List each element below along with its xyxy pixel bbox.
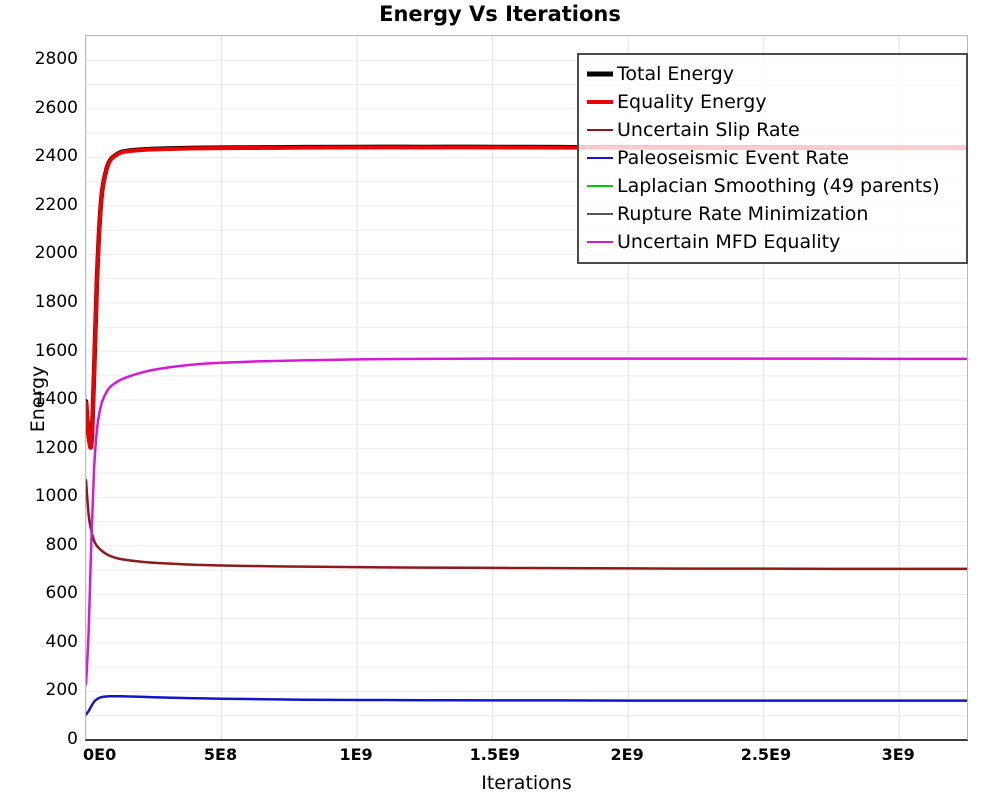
legend-entry-label: Paleoseismic Event Rate xyxy=(617,146,849,169)
legend-color-swatch xyxy=(587,179,613,193)
y-tick-label: 2600 xyxy=(34,97,78,118)
y-tick-label: 2800 xyxy=(34,49,78,70)
y-tick-label: 400 xyxy=(45,631,78,652)
x-tick-label: 5E8 xyxy=(203,745,238,764)
x-tick-label: 0E0 xyxy=(83,745,117,764)
legend-entry-label: Rupture Rate Minimization xyxy=(617,202,869,225)
legend-color-swatch xyxy=(587,95,613,109)
y-tick-label: 2400 xyxy=(34,146,78,167)
y-tick-label: 1000 xyxy=(34,486,78,507)
legend-color-swatch xyxy=(587,235,613,249)
legend-entry[interactable]: Equality Energy xyxy=(587,88,958,116)
x-tick-label: 1.5E9 xyxy=(469,745,521,764)
legend-entry-label: Equality Energy xyxy=(617,90,767,113)
legend-entry[interactable]: Uncertain MFD Equality xyxy=(587,228,958,256)
legend-color-swatch xyxy=(587,207,613,221)
legend-entry[interactable]: Total Energy xyxy=(587,60,958,88)
y-tick-label: 800 xyxy=(45,534,78,555)
x-tick-label: 2.5E9 xyxy=(740,745,792,764)
y-tick-label: 1400 xyxy=(34,389,78,410)
legend-entry[interactable]: Rupture Rate Minimization xyxy=(587,200,958,228)
series-line xyxy=(86,695,967,716)
legend-entry[interactable]: Paleoseismic Event Rate xyxy=(587,144,958,172)
legend-entry-label: Laplacian Smoothing (49 parents) xyxy=(617,174,940,197)
legend-entry-label: Uncertain Slip Rate xyxy=(617,118,800,141)
y-tick-label: 200 xyxy=(45,680,78,701)
y-tick-label: 2200 xyxy=(34,194,78,215)
y-tick-label: 0 xyxy=(67,729,78,749)
y-tick-label: 2000 xyxy=(34,243,78,264)
legend-color-swatch xyxy=(587,151,613,165)
y-tick-label: 1600 xyxy=(34,340,78,361)
series-line xyxy=(86,357,967,686)
legend-entry-label: Uncertain MFD Equality xyxy=(617,230,841,253)
legend-entry-label: Total Energy xyxy=(617,62,734,85)
legend-color-swatch xyxy=(587,123,613,137)
x-tick-label: 2E9 xyxy=(610,745,644,764)
x-tick-label: 3E9 xyxy=(881,745,915,764)
y-tick-label: 600 xyxy=(45,583,78,604)
chart-legend[interactable]: Total Energy Equality Energy Uncertain Sli… xyxy=(577,53,968,264)
y-tick-label: 1800 xyxy=(34,292,78,313)
x-axis-label: Iterations xyxy=(481,772,572,794)
x-tick-label: 1E9 xyxy=(339,745,373,764)
chart-title: Energy Vs Iterations xyxy=(379,2,621,26)
y-tick-label: 1200 xyxy=(34,437,78,458)
legend-entry[interactable]: Laplacian Smoothing (49 parents) xyxy=(587,172,958,200)
legend-color-swatch xyxy=(587,67,613,81)
series-line xyxy=(86,479,967,571)
legend-entry[interactable]: Uncertain Slip Rate xyxy=(587,116,958,144)
grid-lines xyxy=(86,36,967,739)
